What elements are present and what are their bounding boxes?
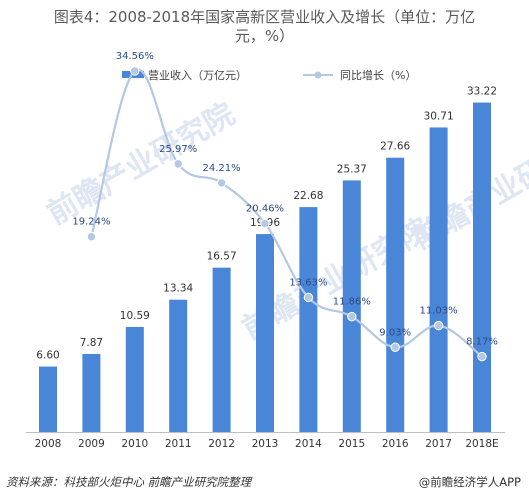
line-value-label: 20.46% — [246, 204, 284, 215]
bar — [299, 207, 318, 432]
x-tick-label: 2017 — [425, 438, 452, 450]
line-point — [390, 342, 400, 352]
watermark-text: 前瞻产业研究院 — [407, 122, 529, 257]
line-point — [130, 66, 140, 76]
line-point — [216, 178, 227, 188]
line-value-label: 34.56% — [116, 51, 154, 62]
x-tick-label: 2012 — [208, 438, 235, 450]
line-point — [347, 311, 357, 322]
bar — [342, 180, 361, 432]
line-value-label: 13.63% — [289, 277, 327, 288]
bar — [39, 366, 57, 432]
bar-series — [39, 102, 491, 433]
x-tick-label: 2018E — [465, 438, 498, 450]
line-labels: 19.24% 34.56% 25.97% 24.21% 20.46% 13.63% 11.8… — [72, 51, 498, 348]
line-series — [86, 66, 487, 362]
x-tick-label: 2016 — [382, 438, 409, 450]
line-value-label: 8.17% — [466, 337, 498, 348]
chart-title: 图表4：2008-2018年国家高新区营业收入及增长（单位：万亿元，%） — [53, 8, 476, 45]
bar-value-label: 33.22 — [467, 86, 497, 98]
line-point — [433, 320, 444, 331]
bar-value-label: 30.71 — [424, 110, 454, 122]
line-point — [477, 351, 487, 362]
line-value-label: 24.21% — [203, 163, 241, 174]
bar-value-label: 7.87 — [80, 337, 103, 349]
bar — [82, 353, 101, 432]
bar — [429, 127, 448, 432]
x-tick-label: 2011 — [165, 438, 192, 450]
legend-label-line: 同比增长（%） — [340, 68, 416, 82]
x-tick-label: 2013 — [252, 438, 279, 450]
x-tick-label: 2009 — [78, 438, 105, 450]
bar — [256, 234, 274, 432]
line-value-label: 19.24% — [72, 217, 110, 228]
bar-value-label: 27.66 — [380, 141, 410, 153]
bar-value-label: 25.37 — [337, 163, 367, 175]
legend: 营业收入（万亿元） 同比增长（%） — [122, 68, 416, 82]
bar — [386, 157, 405, 432]
line-point — [173, 159, 183, 169]
line-point — [86, 232, 97, 242]
bar-value-label: 22.68 — [293, 190, 323, 202]
bar-value-label: 13.34 — [163, 283, 193, 295]
line-value-label: 11.86% — [333, 297, 371, 308]
x-tick-label: 2010 — [121, 438, 148, 450]
bar — [212, 267, 231, 432]
x-tick-label: 2015 — [338, 438, 365, 450]
x-tick-label: 2014 — [295, 438, 322, 450]
bar — [473, 102, 491, 433]
line-value-label: 25.97% — [159, 144, 197, 155]
line-point — [303, 292, 314, 303]
bar-labels: 6.607.8710.5913.3416.5719.9622.6825.3727… — [36, 86, 497, 362]
bar — [125, 326, 144, 432]
source-note: 资料来源：科技部火炬中心 前瞻产业研究院整理 — [6, 475, 252, 489]
bar-value-label: 6.60 — [36, 350, 59, 362]
line-value-label: 11.03% — [420, 306, 458, 317]
bar-value-label: 16.57 — [207, 251, 237, 263]
x-tick-label: 2008 — [35, 438, 62, 450]
bar — [169, 299, 188, 432]
x-axis: 2008 2009 2010 2011 2012 2013 2014 2015 2016 2017… — [26, 432, 505, 450]
bar-value-label: 10.59 — [120, 310, 150, 322]
legend-label-bar: 营业收入（万亿元） — [148, 68, 247, 82]
line-point — [260, 218, 270, 229]
line-value-label: 9.03% — [379, 327, 411, 338]
legend-swatch-marker — [314, 71, 322, 79]
brand-credit: @前瞻经济学人APP — [418, 475, 521, 489]
